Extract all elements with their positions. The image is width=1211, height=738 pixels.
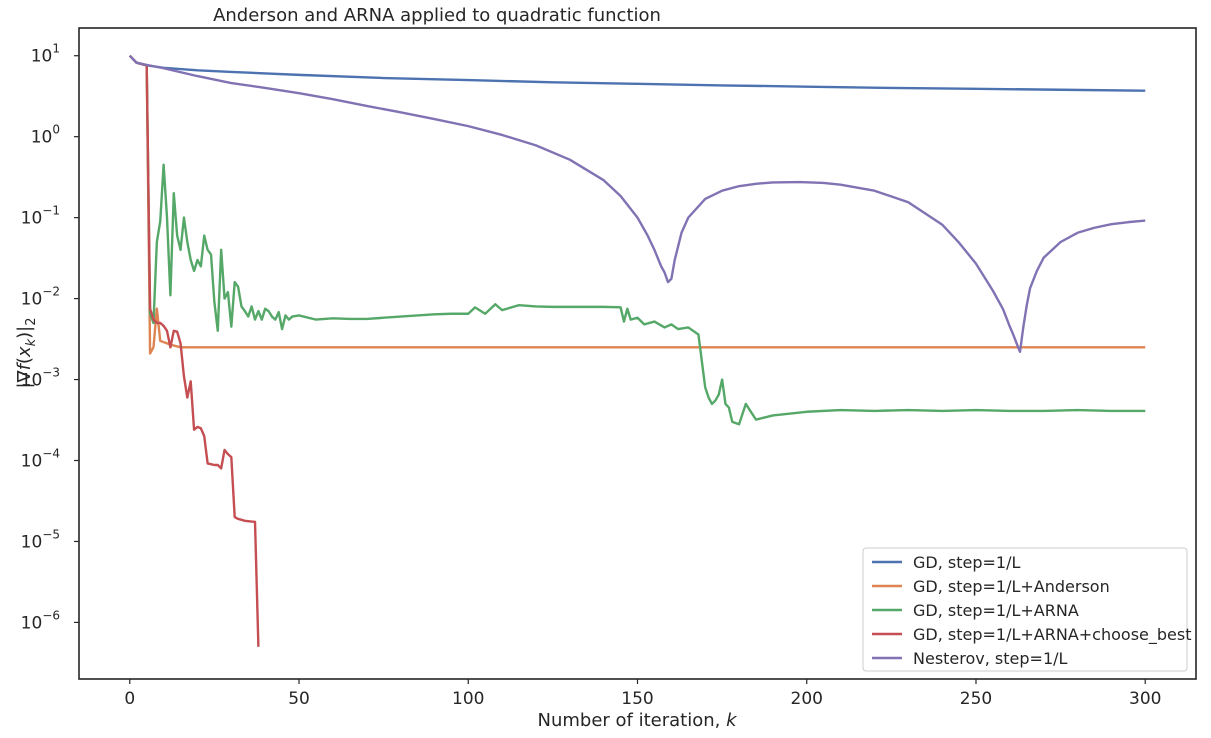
- y-tick-label: 100: [31, 123, 60, 148]
- x-tick-label: 300: [1129, 689, 1161, 709]
- series-line-1: [128, 54, 1146, 92]
- legend: GD, step=1/L GD, step=1/L+Anderson GD, ste…: [862, 547, 1191, 672]
- legend-entry: GD, step=1/L+ARNA+choose_best: [913, 625, 1191, 645]
- y-axis-title: |∇f(xk)|2: [14, 317, 39, 388]
- y-tick-label: 10−3: [21, 366, 60, 391]
- series-line-5: [128, 54, 1146, 354]
- series-line-3: [128, 54, 1146, 426]
- legend-entry: GD, step=1/L+ARNA: [913, 601, 1079, 620]
- legend-entry: GD, step=1/L+Anderson: [913, 577, 1110, 596]
- legend-box: [862, 547, 1188, 672]
- series-line-2: [128, 54, 1146, 355]
- y-tick-label: 10−2: [21, 285, 60, 310]
- y-tick-label: 10−1: [21, 204, 60, 229]
- x-tick-label: 250: [960, 689, 992, 709]
- x-tick-label: 50: [288, 689, 310, 709]
- legend-entry: Nesterov, step=1/L: [913, 649, 1068, 668]
- y-tick-label: 10−6: [21, 608, 60, 633]
- x-axis-title: Number of iteration, k: [537, 710, 738, 731]
- y-tick-label: 10−5: [21, 527, 60, 552]
- chart-title: Anderson and ARNA applied to quadratic f…: [213, 5, 661, 26]
- x-tick-label: 0: [124, 689, 135, 709]
- x-tick-label: 100: [452, 689, 484, 709]
- y-tick-label: 101: [31, 42, 60, 67]
- x-tick-label: 200: [791, 689, 823, 709]
- y-tick-label: 10−4: [21, 447, 60, 472]
- series-line-4: [128, 54, 260, 647]
- x-tick-label: 150: [621, 689, 653, 709]
- legend-entry: GD, step=1/L: [913, 553, 1020, 572]
